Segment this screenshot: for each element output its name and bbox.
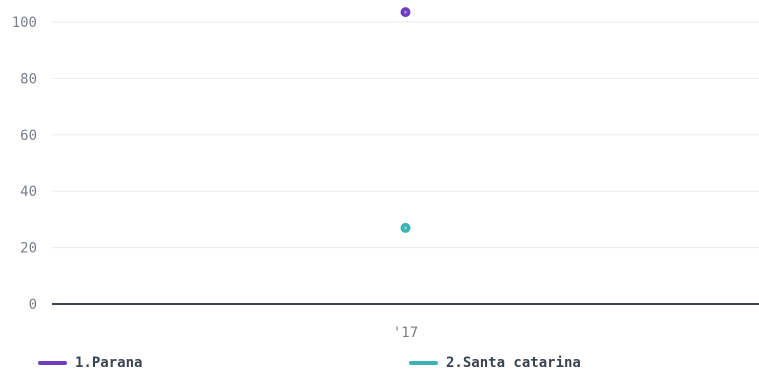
data-point-series-1[interactable] (400, 7, 411, 18)
legend-label-parana: 1.Parana (75, 355, 143, 371)
x-axis-ticks: '17 (393, 325, 418, 341)
x-tick-label: '17 (393, 325, 418, 341)
legend: 1.Parana 2.Santa catarina (0, 355, 759, 375)
data-point-highlight-series-2 (404, 226, 407, 230)
chart: 0 20 40 60 80 100 '17 (12, 7, 759, 341)
y-tick-label-0: 0 (29, 297, 37, 313)
legend-swatch-santa-catarina (409, 361, 438, 365)
legend-item-parana[interactable]: 1.Parana (38, 355, 142, 371)
y-tick-label-40: 40 (20, 184, 37, 200)
y-tick-label-60: 60 (20, 128, 37, 144)
legend-swatch-parana (38, 361, 67, 365)
gridlines (52, 21, 759, 249)
legend-item-santa-catarina[interactable]: 2.Santa catarina (409, 355, 581, 371)
data-point-highlight-series-1 (404, 10, 407, 14)
y-tick-label-20: 20 (20, 241, 37, 257)
y-tick-label-100: 100 (12, 15, 37, 31)
y-axis-ticks: 0 20 40 60 80 100 (12, 15, 37, 313)
data-points (400, 7, 411, 233)
y-tick-label-80: 80 (20, 71, 37, 87)
legend-label-santa-catarina: 2.Santa catarina (446, 355, 581, 371)
data-point-series-2[interactable] (400, 222, 411, 233)
